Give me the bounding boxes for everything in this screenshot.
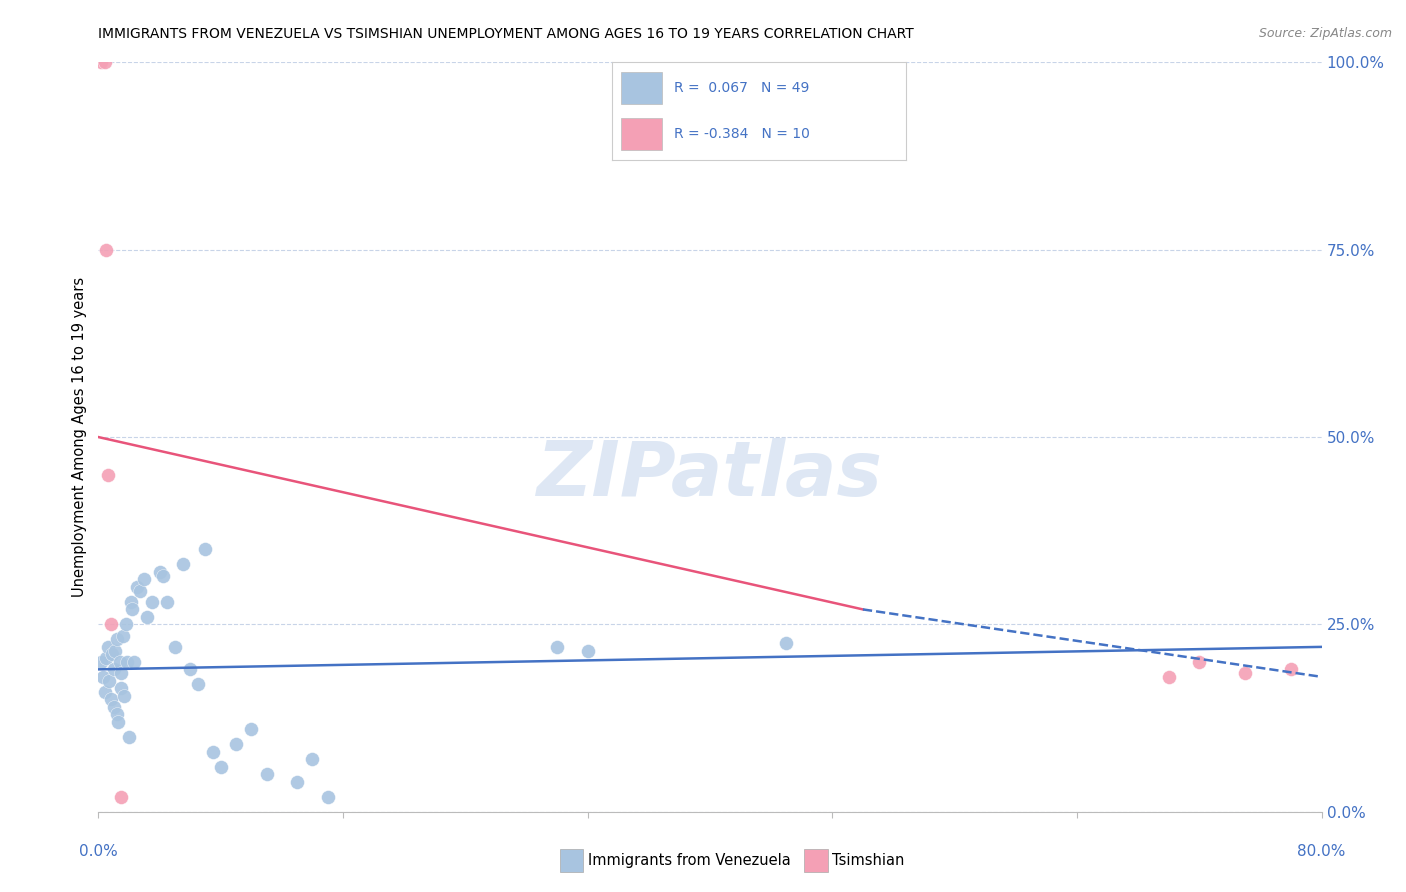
- Text: Source: ZipAtlas.com: Source: ZipAtlas.com: [1258, 27, 1392, 40]
- Point: [136, 610, 159, 624]
- Point: [240, 723, 263, 737]
- Point: [103, 699, 125, 714]
- Point: [98, 673, 121, 688]
- Point: [100, 617, 122, 632]
- Point: [93, 55, 115, 70]
- Point: [112, 689, 135, 703]
- Point: [202, 745, 225, 759]
- Point: [121, 602, 143, 616]
- Point: [179, 662, 201, 676]
- Point: [128, 583, 150, 598]
- Point: [1234, 666, 1257, 681]
- Point: [103, 662, 125, 676]
- Point: [256, 767, 278, 781]
- Point: [90, 655, 112, 669]
- Point: [94, 243, 117, 257]
- Text: 0.0%: 0.0%: [79, 845, 118, 859]
- Point: [194, 542, 217, 557]
- Point: [546, 640, 568, 654]
- Point: [285, 774, 308, 789]
- Point: [117, 655, 139, 669]
- Point: [110, 666, 132, 681]
- Point: [97, 467, 120, 482]
- Point: [1188, 655, 1211, 669]
- Text: ZIPatlas: ZIPatlas: [537, 438, 883, 511]
- Point: [105, 707, 128, 722]
- Point: [316, 789, 339, 804]
- Point: [125, 580, 148, 594]
- Point: [301, 752, 323, 766]
- Point: [110, 681, 132, 695]
- Point: [122, 655, 145, 669]
- Point: [163, 640, 186, 654]
- Point: [1279, 662, 1302, 676]
- Point: [152, 568, 174, 582]
- Point: [225, 737, 247, 751]
- Point: [111, 629, 134, 643]
- Point: [91, 670, 114, 684]
- Point: [108, 655, 131, 669]
- Text: Immigrants from Venezuela: Immigrants from Venezuela: [588, 854, 790, 868]
- Point: [209, 760, 232, 774]
- Point: [100, 692, 122, 706]
- Point: [141, 595, 163, 609]
- Text: Tsimshian: Tsimshian: [832, 854, 904, 868]
- Y-axis label: Unemployment Among Ages 16 to 19 years: Unemployment Among Ages 16 to 19 years: [72, 277, 87, 597]
- Point: [775, 636, 797, 650]
- Point: [93, 685, 115, 699]
- Point: [110, 789, 132, 804]
- Point: [149, 565, 172, 579]
- Point: [97, 640, 120, 654]
- Point: [101, 648, 124, 662]
- Point: [134, 573, 156, 587]
- Text: IMMIGRANTS FROM VENEZUELA VS TSIMSHIAN UNEMPLOYMENT AMONG AGES 16 TO 19 YEARS CO: IMMIGRANTS FROM VENEZUELA VS TSIMSHIAN U…: [98, 27, 914, 41]
- Point: [120, 595, 142, 609]
- Point: [107, 714, 129, 729]
- Point: [156, 595, 179, 609]
- Point: [105, 632, 128, 647]
- Point: [115, 617, 138, 632]
- Point: [172, 558, 194, 572]
- Point: [118, 730, 141, 744]
- Point: [104, 643, 127, 657]
- Point: [187, 677, 209, 691]
- Text: 80.0%: 80.0%: [1298, 845, 1346, 859]
- Point: [94, 651, 117, 665]
- Point: [576, 643, 599, 657]
- Point: [1157, 670, 1180, 684]
- Point: [90, 55, 112, 70]
